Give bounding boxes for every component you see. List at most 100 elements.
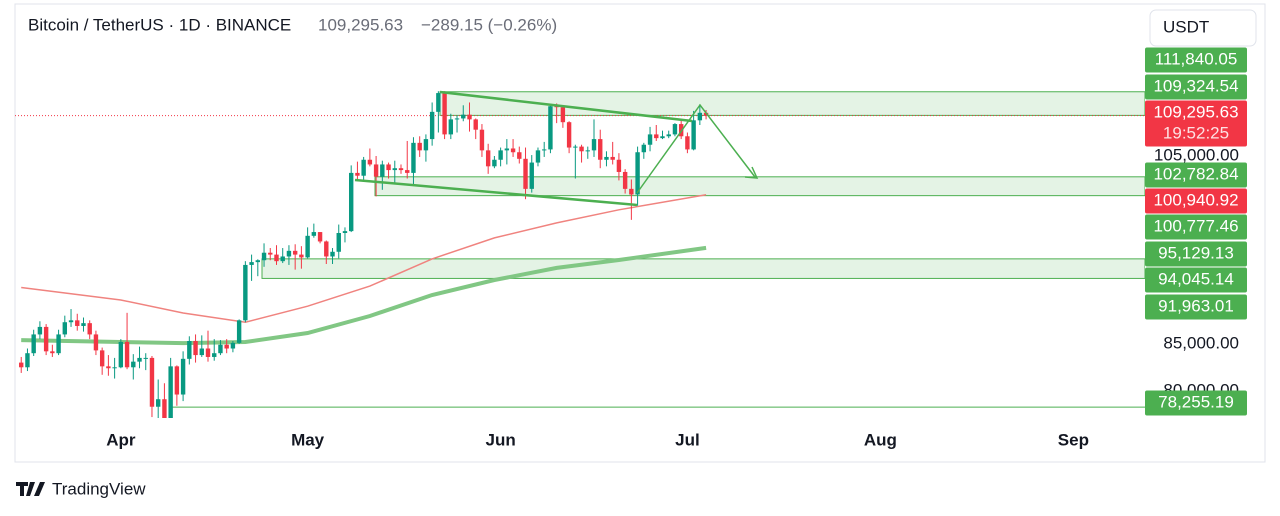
candle-body [280,256,285,262]
currency-button[interactable] [1149,9,1257,47]
candle-body [205,348,211,357]
candle-body [187,340,192,359]
candle-body [68,320,74,323]
candle-body [31,334,36,354]
candle-body [274,254,279,262]
candle-body [554,106,559,108]
candle-body [112,367,117,369]
candle-body [292,250,298,255]
candle-body [193,340,198,356]
price-label: 95,129.13 [1158,243,1234,262]
candle-body [579,146,584,152]
candle-body [317,232,323,242]
countdown: 19:52:25 [1163,123,1229,142]
candle-body [155,399,161,407]
price-label-box [1145,214,1247,240]
candle-body [56,334,61,354]
candle-body [454,118,460,120]
candle-body [93,334,99,351]
candle-body [703,112,709,116]
candle-body [99,350,105,367]
price-label-box [1145,47,1247,73]
drawings [354,90,759,207]
candle-body [566,122,572,148]
zone [261,258,1145,279]
candle-body [542,149,547,151]
price-label: 91,963.01 [1158,296,1234,315]
candle-body [504,148,510,151]
candle-body [162,399,167,418]
price-label-box [1145,162,1247,188]
price-label: 94,045.14 [1158,269,1234,288]
candle-body [168,366,173,418]
price-label-box [1145,390,1247,416]
candle-body [149,357,155,407]
x-tick-label: Aug [864,430,897,449]
candle-body [429,111,435,140]
candle-body [243,264,248,321]
candle-body [305,235,310,258]
price-label-box [1145,294,1247,320]
brand-name: TradingView [52,479,146,498]
price-label-box [1145,188,1247,214]
candle-body [473,119,478,130]
candle-body [355,172,360,176]
candle-body [573,146,578,148]
candle-body [485,150,491,167]
price-label-box [1145,74,1247,100]
chart-frame [14,3,1266,463]
candle-body [249,262,254,265]
zone [374,176,1145,197]
candle-body [174,366,180,395]
candle-body [535,150,541,163]
candle-body [137,357,142,362]
candle-body [286,250,292,257]
candle-body [131,361,136,368]
candle-body [604,156,609,160]
candle-body [50,351,55,354]
candle-body [330,251,335,257]
candle-body [342,231,348,233]
price-label: 109,295.63 [1153,102,1238,121]
x-tick-label: Apr [106,430,136,449]
candle-body [180,358,186,395]
candle-body [212,353,217,357]
candle-body [666,134,671,137]
price-label: 78,255.19 [1158,392,1234,411]
candle-body [218,344,223,354]
candle-body [685,136,690,150]
candle-body [255,260,261,263]
candle-body [236,320,242,343]
candle-body [81,323,86,326]
candle-body [461,114,466,119]
candle-body [75,320,80,326]
candle-body [442,93,447,135]
candle-body [622,171,628,189]
x-tick-label: May [291,430,325,449]
price-label: 102,782.84 [1153,164,1238,183]
candle-body [635,152,640,195]
price-label-box [1145,267,1247,293]
candle-body [43,326,49,352]
candle-body [268,252,273,255]
price-label: 100,777.46 [1153,216,1238,235]
candle-body [517,152,522,159]
candle-body [510,148,516,153]
candle-body [523,158,528,189]
x-tick-label: Sep [1058,430,1089,449]
candle-body [560,107,566,123]
candle-body [336,233,341,252]
candle-body [498,150,503,160]
logo [16,482,45,496]
candle-body [448,119,454,135]
candle-body [616,159,622,172]
candle-body [19,362,24,368]
last-price: 109,295.63 [318,15,403,34]
currency-label[interactable]: USDT [1163,17,1209,36]
candle-body [25,353,30,368]
candle-body [199,348,204,356]
symbol: Bitcoin / TetherUS · 1D · BINANCE [28,15,291,34]
price-label-box [1145,100,1247,147]
candle-body [380,164,385,177]
